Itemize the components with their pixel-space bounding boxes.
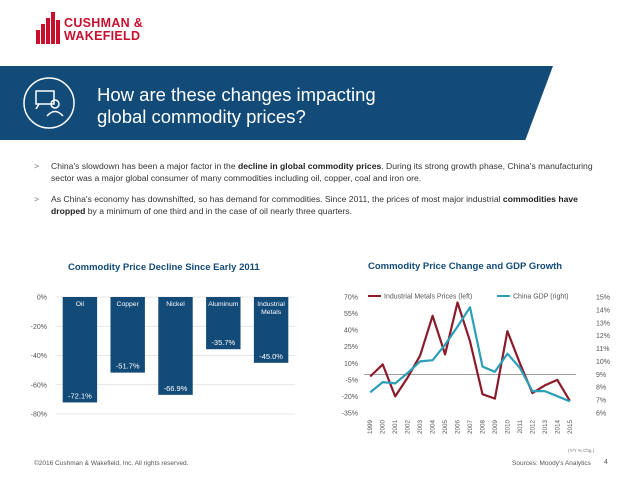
- y-left-tick-label: -35%: [342, 411, 358, 418]
- x-tick-label: 2014: [554, 420, 561, 435]
- commodity-decline-bar-chart: 0% -20% -40% -60% -80% Oil -72.1% Copper -51.7% N…: [31, 295, 295, 419]
- title-banner: [0, 66, 553, 140]
- x-tick-label: 2006: [455, 420, 462, 435]
- y-tick-label: 0%: [37, 295, 47, 302]
- page-number: 4: [604, 459, 608, 466]
- bullet-item: > As China's economy has downshifted, so…: [34, 193, 594, 217]
- y-left-tick-label: 55%: [344, 311, 358, 318]
- y-tick-label: -40%: [31, 353, 47, 360]
- bullet-marker: >: [34, 161, 40, 171]
- copyright: ©2016 Cushman & Wakefield, Inc. All righ…: [34, 460, 189, 467]
- series-line: [369, 306, 571, 403]
- bullet-text: As China's economy has downshifted, so h…: [51, 194, 578, 216]
- y-right-tick-label: 8%: [596, 385, 606, 392]
- x-tick-label: 2010: [504, 420, 511, 435]
- y-tick-label: -60%: [31, 382, 47, 389]
- y-tick-label: -80%: [31, 412, 47, 419]
- x-tick-label: 2007: [467, 420, 474, 435]
- bullet-list: > China's slowdown has been a major fact…: [34, 160, 594, 226]
- x-tick-label: 2008: [479, 420, 486, 435]
- data-label: -66.9%: [164, 384, 188, 393]
- x-tick-label: 2003: [417, 420, 424, 435]
- legend-label: China GDP (right): [513, 294, 569, 301]
- x-tick-label: 2013: [542, 420, 549, 435]
- category-label: Industrial: [257, 301, 285, 308]
- y-right-tick-label: 12%: [596, 333, 610, 340]
- line-chart-title: Commodity Price Change and GDP Growth: [368, 261, 563, 272]
- category-label: Aluminum: [208, 301, 239, 308]
- brand-name: CUSHMAN & WAKEFIELD: [64, 17, 143, 43]
- bullet-item: > China's slowdown has been a major fact…: [34, 160, 594, 184]
- y-left-tick-label: 10%: [344, 361, 358, 368]
- bar: [110, 297, 145, 373]
- data-label: -72.1%: [68, 391, 92, 400]
- category-label: Copper: [117, 301, 140, 308]
- x-tick-label: 2009: [492, 420, 499, 435]
- y-right-tick-label: 11%: [596, 346, 610, 353]
- price-gdp-line-chart: 70% 55% 40% 25% 10% -5% -20% -35% 15% 14% 13% 12% 11…: [342, 294, 610, 435]
- category-label: Oil: [76, 301, 85, 308]
- y-left-tick-label: 70%: [344, 295, 358, 302]
- y-left-tick-label: 40%: [344, 328, 358, 335]
- presentation-person-icon: [23, 77, 75, 129]
- data-label: -51.7%: [116, 362, 140, 371]
- y-right-tick-label: 10%: [596, 359, 610, 366]
- page-title-line2: global commodity prices?: [97, 106, 306, 127]
- category-label: Nickel: [166, 301, 185, 308]
- data-label: -35.7%: [211, 338, 235, 347]
- y-left-tick-label: 25%: [344, 344, 358, 351]
- chart-note: (Y/Y % Chg.): [568, 448, 595, 453]
- y-right-tick-label: 7%: [596, 398, 606, 405]
- legend-label: Industrial Metals Prices (left): [384, 294, 472, 301]
- bar: [253, 297, 289, 363]
- category-label: Metals: [261, 309, 282, 316]
- x-tick-label: 1999: [367, 420, 374, 435]
- page-title: How are these changes impacting global c…: [97, 84, 527, 128]
- x-tick-label: 2011: [517, 420, 524, 434]
- x-tick-label: 2000: [380, 420, 387, 435]
- y-tick-label: -20%: [31, 324, 47, 331]
- x-tick-label: 2001: [392, 420, 399, 435]
- x-tick-label: 2002: [405, 420, 412, 435]
- x-tick-label: 2015: [567, 420, 574, 435]
- page-title-line1: How are these changes impacting: [97, 84, 376, 105]
- bar: [206, 297, 241, 350]
- bullet-marker: >: [34, 194, 40, 204]
- x-tick-label: 2005: [442, 420, 449, 435]
- bar-chart-title: Commodity Price Decline Since Early 2011: [68, 262, 260, 273]
- source-note: Sources: Moody's Analytics: [512, 460, 591, 467]
- y-left-tick-label: -5%: [346, 377, 358, 384]
- cushman-wakefield-logo-icon: [36, 12, 60, 44]
- data-label: -45.0%: [259, 352, 283, 361]
- y-right-tick-label: 9%: [596, 372, 606, 379]
- y-right-tick-label: 6%: [596, 411, 606, 418]
- y-right-tick-label: 14%: [596, 307, 610, 314]
- brand-line1: CUSHMAN &: [64, 16, 144, 30]
- series-line: [369, 301, 571, 402]
- y-right-tick-label: 15%: [596, 295, 610, 302]
- x-tick-label: 2004: [430, 420, 437, 435]
- bar: [62, 297, 98, 403]
- x-tick-label: 2012: [529, 420, 536, 435]
- bar: [158, 297, 193, 395]
- y-left-tick-label: -20%: [342, 394, 358, 401]
- brand-line2: WAKEFIELD: [64, 29, 141, 43]
- y-right-tick-label: 13%: [596, 320, 610, 327]
- bullet-text: China's slowdown has been a major factor…: [51, 161, 593, 183]
